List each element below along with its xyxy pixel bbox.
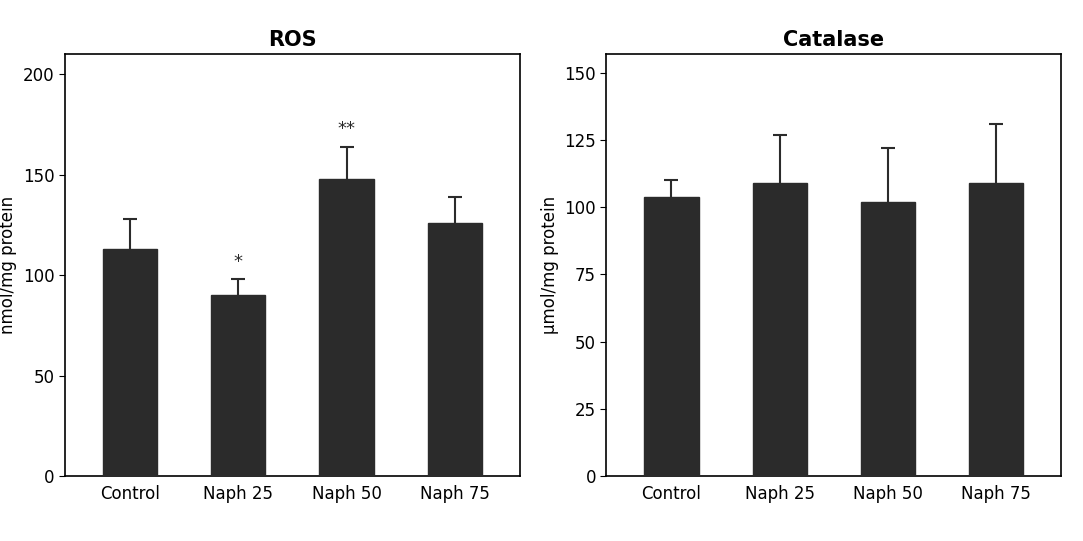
Bar xyxy=(644,196,699,476)
Text: *: * xyxy=(234,253,243,271)
Y-axis label: nmol/mg protein: nmol/mg protein xyxy=(0,196,17,334)
Bar xyxy=(211,295,265,476)
Text: **: ** xyxy=(338,121,355,138)
Title: Catalase: Catalase xyxy=(783,30,885,50)
Bar xyxy=(103,249,157,476)
Bar xyxy=(319,179,374,476)
Bar xyxy=(428,223,482,476)
Bar xyxy=(861,202,915,476)
Bar xyxy=(753,183,807,476)
Y-axis label: μmol/mg protein: μmol/mg protein xyxy=(540,196,559,334)
Bar xyxy=(969,183,1023,476)
Title: ROS: ROS xyxy=(269,30,316,50)
